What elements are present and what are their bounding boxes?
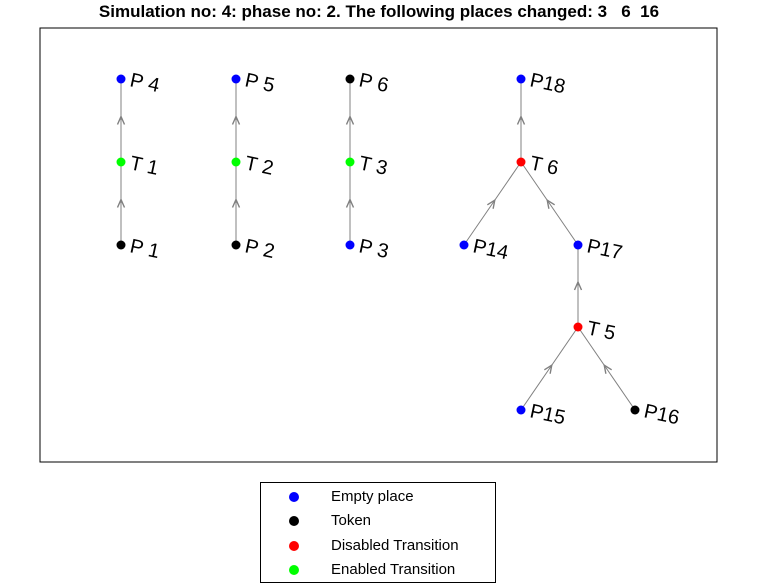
node-p1 — [116, 240, 126, 250]
edge-arrow-icon — [573, 280, 583, 291]
legend-label: Enabled Transition — [331, 561, 456, 578]
edge-arrow-icon — [516, 114, 526, 125]
plot-frame — [39, 27, 718, 463]
node-p3 — [345, 240, 355, 250]
legend-label: Disabled Transition — [331, 537, 459, 554]
node-p6 — [345, 74, 355, 84]
node-p2 — [231, 240, 241, 250]
node-t1 — [116, 157, 126, 167]
node-t2 — [231, 157, 241, 167]
node-t5 — [573, 322, 583, 332]
legend-item-token: Token — [261, 509, 495, 533]
legend-item-disabled-transition: Disabled Transition — [261, 534, 495, 558]
figure-title: Simulation no: 4: phase no: 2. The follo… — [98, 2, 660, 21]
edge-p16-t5 — [577, 326, 636, 411]
edge-arrow-icon — [546, 198, 556, 209]
legend-label: Empty place — [331, 488, 414, 505]
edge-arrow-icon — [116, 114, 126, 125]
node-p15 — [516, 405, 526, 415]
legend-item-enabled-transition: Enabled Transition — [261, 558, 495, 582]
node-p5 — [231, 74, 241, 84]
node-p4 — [116, 74, 126, 84]
edge-arrow-icon — [543, 363, 553, 374]
edge-arrow-icon — [603, 363, 613, 374]
node-p18 — [516, 74, 526, 84]
edges-layer — [116, 79, 636, 411]
edge-p17-t6 — [520, 161, 579, 246]
nodes-layer — [116, 74, 640, 415]
edge-arrow-icon — [486, 198, 496, 209]
legend-label: Token — [331, 512, 372, 529]
empty-place-marker-icon — [289, 492, 299, 502]
edge-arrow-icon — [231, 114, 241, 125]
node-t3 — [345, 157, 355, 167]
legend-item-empty-place: Empty place — [261, 485, 495, 509]
disabled-transition-marker-icon — [289, 541, 299, 551]
edge-p15-t5 — [520, 326, 579, 411]
enabled-transition-marker-icon — [289, 565, 299, 575]
node-p17 — [573, 240, 583, 250]
edge-arrow-icon — [231, 197, 241, 208]
edge-arrow-icon — [345, 114, 355, 125]
edge-p14-t6 — [463, 161, 522, 246]
node-p16 — [630, 405, 640, 415]
edge-arrow-icon — [116, 197, 126, 208]
edge-arrow-icon — [345, 197, 355, 208]
node-t6 — [516, 157, 526, 167]
legend: Empty place Token Disabled Transition En… — [260, 482, 496, 583]
token-marker-icon — [289, 516, 299, 526]
node-p14 — [459, 240, 469, 250]
